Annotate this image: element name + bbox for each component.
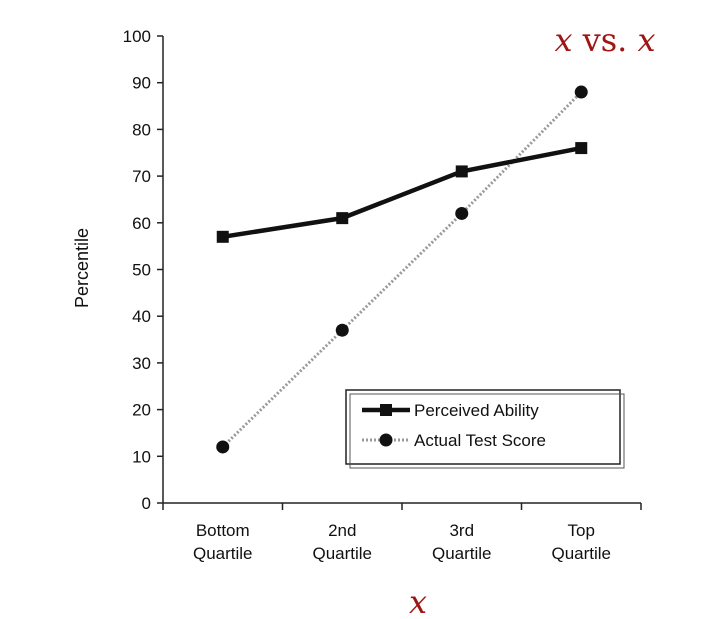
title-var-b: x <box>638 21 656 59</box>
y-tick-label: 10 <box>132 447 151 466</box>
data-point <box>216 440 230 454</box>
data-point <box>216 230 229 243</box>
legend: Perceived Ability Actual Test Score <box>345 389 625 469</box>
x-axis-title: x <box>409 583 427 619</box>
legend-marker <box>380 404 392 416</box>
data-point <box>455 165 468 178</box>
legend-label: Actual Test Score <box>414 431 546 450</box>
legend-shadow <box>349 393 625 469</box>
title-vs: vs. <box>572 21 637 59</box>
legend-item: Perceived Ability <box>362 401 539 420</box>
y-axis-title: Percentile <box>72 228 92 308</box>
chart-title: x vs. x <box>554 21 655 59</box>
series-layer <box>216 85 588 454</box>
y-tick-label: 90 <box>132 74 151 93</box>
y-tick-label: 30 <box>132 354 151 373</box>
y-tick-label: 50 <box>132 261 151 280</box>
x-tick-label: Bottom Quartile <box>193 521 253 563</box>
data-point <box>455 206 469 220</box>
series-line <box>222 145 582 240</box>
data-point <box>335 323 349 337</box>
legend-box <box>345 389 621 465</box>
x-tick-label: Top Quartile <box>551 521 611 563</box>
y-tick-label: 100 <box>123 27 151 46</box>
title-var-a: x <box>554 21 572 59</box>
series-perceived-ability <box>216 142 588 243</box>
legend-label: Perceived Ability <box>414 401 539 420</box>
data-point <box>336 212 349 225</box>
series-actual-test-score <box>216 85 588 454</box>
y-tick-label: 40 <box>132 307 151 326</box>
x-tick-label: 2nd Quartile <box>312 521 372 563</box>
data-point <box>574 85 588 99</box>
y-tick-label: 80 <box>132 120 151 139</box>
legend-marker <box>379 433 393 447</box>
y-tick-label: 70 <box>132 167 151 186</box>
data-point <box>575 142 588 155</box>
y-tick-label: 20 <box>132 401 151 420</box>
y-tick-label: 60 <box>132 214 151 233</box>
x-tick-label: 3rd Quartile <box>432 521 492 563</box>
y-axis: 0 10 20 30 40 50 60 70 80 90 100 <box>123 27 164 513</box>
y-tick-label: 0 <box>142 494 151 513</box>
x-axis: Bottom Quartile 2nd Quartile 3rd Quartile Top Q… <box>162 502 642 563</box>
legend-item: Actual Test Score <box>362 431 546 450</box>
